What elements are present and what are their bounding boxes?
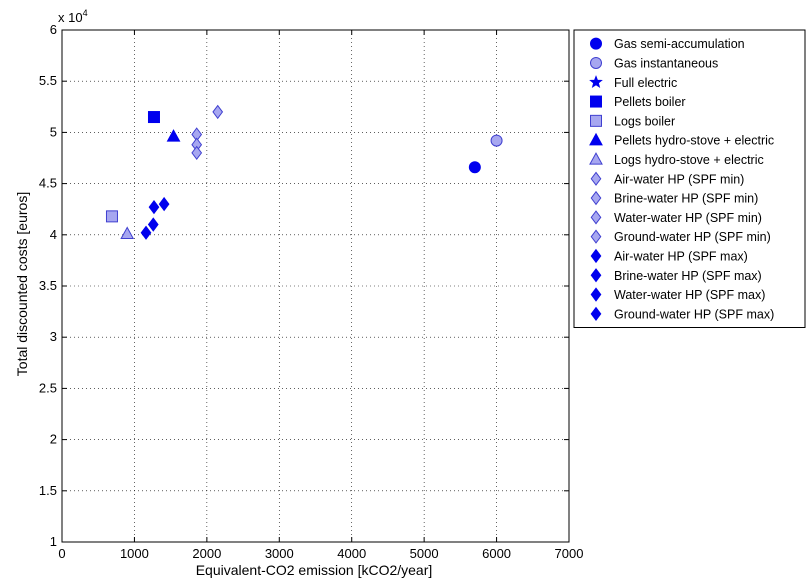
legend-item: Gas semi-accumulation: [590, 37, 745, 51]
y-tick-label: 1: [50, 534, 57, 549]
y-tick-label: 1.5: [39, 483, 57, 498]
legend-label: Gas semi-accumulation: [614, 37, 745, 51]
legend-label: Brine-water HP (SPF max): [614, 269, 762, 283]
data-point: [468, 161, 481, 174]
y-tick-label: 4.5: [39, 176, 57, 191]
legend-item: Air-water HP (SPF max): [590, 248, 748, 264]
data-point: [212, 104, 224, 120]
legend-label: Logs hydro-stove + electric: [614, 153, 764, 167]
data-point: [148, 199, 160, 215]
legend-marker: [590, 56, 602, 69]
y-tick-label: 2: [50, 432, 57, 447]
legend-marker: [590, 287, 602, 302]
legend-label: Logs boiler: [614, 114, 675, 128]
data-points: [105, 104, 503, 240]
legend-label: Air-water HP (SPF max): [614, 249, 748, 263]
y-tick-label: 5: [50, 124, 57, 139]
legend-item: Pellets boiler: [590, 95, 686, 109]
legend-label: Water-water HP (SPF max): [614, 288, 765, 302]
legend-item: Water-water HP (SPF max): [590, 287, 765, 302]
legend-label: Ground-water HP (SPF min): [614, 230, 771, 244]
y-tick-label: 4: [50, 227, 57, 242]
data-point: [191, 145, 203, 161]
data-point: [105, 210, 118, 223]
legend-marker: [590, 114, 602, 127]
legend-marker: [590, 37, 602, 50]
x-axis-label: Equivalent-CO2 emission [kCO2/year]: [196, 562, 433, 578]
legend-item: Water-water HP (SPF min): [590, 210, 762, 225]
legend-item: Brine-water HP (SPF min): [590, 190, 758, 206]
y-tick-label: 3.5: [39, 278, 57, 293]
legend-label: Ground-water HP (SPF max): [614, 307, 774, 321]
legend-marker: [590, 248, 602, 264]
legend-label: Water-water HP (SPF min): [614, 211, 762, 225]
legend-marker: [590, 306, 602, 322]
data-point: [166, 129, 181, 142]
legend-item: Air-water HP (SPF min): [590, 171, 744, 186]
y-tick-label: 6: [50, 22, 57, 37]
legend-marker: [590, 268, 602, 283]
legend-label: Pellets boiler: [614, 95, 686, 109]
legend-box: [573, 29, 806, 328]
legend-item: Gas instantaneous: [590, 56, 718, 70]
legend-item: Logs boiler: [590, 114, 675, 128]
x-tick-label: 0: [58, 546, 65, 561]
y-tick-label: 2.5: [39, 380, 57, 395]
legend-marker: [589, 152, 603, 165]
y-tick-label: 5.5: [39, 73, 57, 88]
legend-item: Pellets hydro-stove + electric: [589, 132, 774, 148]
x-tick-label: 6000: [482, 546, 511, 561]
x-tick-label: 5000: [410, 546, 439, 561]
data-point: [147, 217, 159, 232]
legend-item: Logs hydro-stove + electric: [589, 152, 764, 167]
y-multiplier-exponent: 4: [83, 8, 88, 18]
y-axis-label: Total discounted costs [euros]: [14, 192, 30, 376]
legend-label: Gas instantaneous: [614, 56, 718, 70]
legend-marker: [590, 171, 602, 186]
y-multiplier-label: x 104: [58, 8, 88, 25]
x-tick-labels: 0 1000 2000 3000 4000 5000 6000 7000: [58, 546, 583, 561]
x-tick-label: 1000: [120, 546, 149, 561]
data-point: [158, 196, 170, 212]
axis-ticks: [61, 29, 570, 543]
y-tick-label: 3: [50, 329, 57, 344]
grid-lines: [62, 30, 569, 542]
y-multiplier-base: x 10: [58, 10, 83, 25]
y-tick-labels: 1 1.5 2 2.5 3 3.5 4 4.5 5 5.5 6: [39, 22, 57, 549]
x-tick-label: 4000: [337, 546, 366, 561]
x-tick-label: 3000: [265, 546, 294, 561]
legend-item: Ground-water HP (SPF max): [590, 306, 774, 322]
legend: Gas semi-accumulation Gas instantaneous Fu…: [573, 29, 806, 328]
data-point: [490, 134, 503, 147]
legend-item: Brine-water HP (SPF max): [590, 268, 762, 283]
legend-marker: [590, 95, 602, 108]
legend-marker: [590, 229, 602, 244]
legend-item: Full electric: [589, 75, 677, 90]
legend-marker: [590, 210, 602, 225]
data-point: [147, 111, 160, 124]
x-tick-label: 7000: [555, 546, 584, 561]
data-point: [140, 225, 152, 240]
legend-marker: [590, 190, 602, 206]
legend-item: Ground-water HP (SPF min): [590, 229, 771, 244]
legend-label: Brine-water HP (SPF min): [614, 192, 758, 206]
legend-label: Pellets hydro-stove + electric: [614, 134, 774, 148]
x-tick-label: 2000: [192, 546, 221, 561]
legend-marker: [589, 75, 603, 89]
legend-label: Full electric: [614, 76, 677, 90]
data-point: [120, 226, 135, 239]
legend-label: Air-water HP (SPF min): [614, 172, 744, 186]
legend-marker: [589, 132, 603, 146]
